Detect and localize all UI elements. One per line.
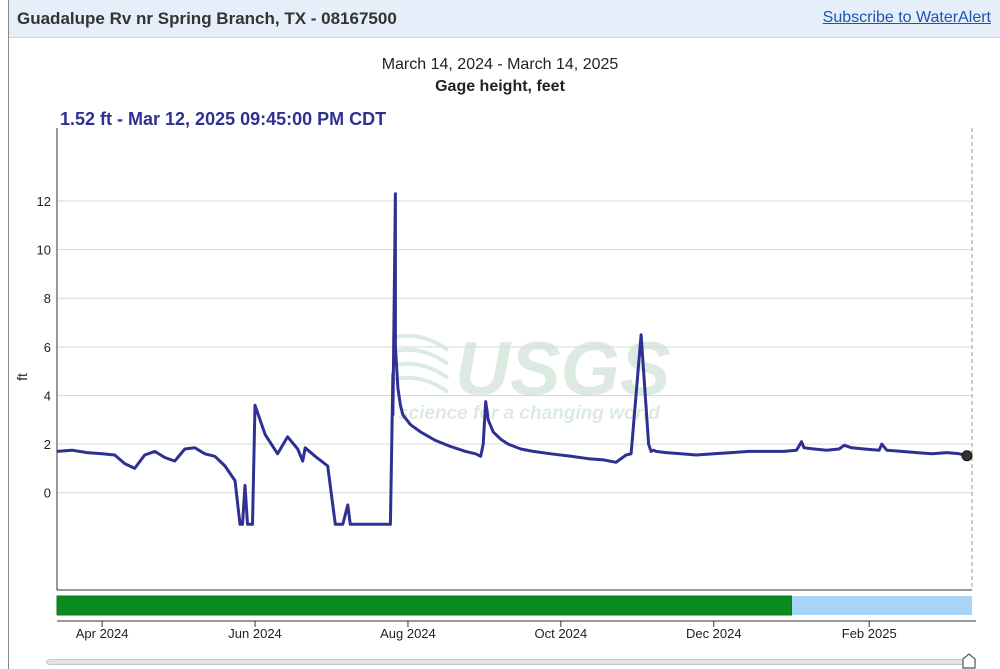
- y-tick-label: 2: [44, 437, 51, 452]
- y-axis-ticks: 0 2 4 6 8 10 12: [37, 194, 51, 501]
- page-header: Guadalupe Rv nr Spring Branch, TX - 0816…: [9, 0, 1000, 38]
- y-axis-label: ft: [14, 373, 30, 381]
- subscribe-link[interactable]: Subscribe to WaterAlert: [822, 9, 991, 26]
- x-tick-label: Feb 2025: [842, 626, 897, 641]
- watermark-tagline: science for a changing world: [398, 403, 660, 424]
- grid-lines: [57, 200, 972, 494]
- slider-handle[interactable]: [962, 653, 976, 669]
- chart-date-range: March 14, 2024 - March 14, 2025: [381, 56, 619, 73]
- y-tick-label: 12: [37, 194, 51, 209]
- current-reading: 1.52 ft - Mar 12, 2025 09:45:00 PM CDT: [60, 109, 387, 129]
- chart-parameter-title: Gage height, feet: [435, 78, 565, 95]
- series-layer: [56, 192, 973, 526]
- y-tick-label: 4: [44, 388, 51, 403]
- content-frame: [8, 0, 1000, 669]
- x-tick-label: Apr 2024: [76, 626, 129, 641]
- qualifier-bar: [56, 595, 972, 616]
- axes: [56, 128, 973, 591]
- usgs-watermark: USGS science for a changing world: [391, 327, 670, 424]
- x-tick-label: Dec 2024: [686, 626, 742, 641]
- qualifier-segment: [791, 596, 972, 615]
- site-title: Guadalupe Rv nr Spring Branch, TX - 0816…: [17, 9, 397, 28]
- qualifier-border: [56, 595, 793, 616]
- x-axis-ticks: Apr 2024 Jun 2024 Aug 2024 Oct 2024 Dec 2024…: [57, 620, 976, 641]
- y-tick-label: 8: [44, 291, 51, 306]
- y-tick-label: 0: [44, 486, 51, 501]
- y-tick-label: 6: [44, 340, 51, 355]
- time-range-slider[interactable]: [46, 659, 976, 665]
- latest-point-marker: [961, 450, 973, 462]
- x-tick-label: Jun 2024: [228, 626, 282, 641]
- y-tick-label: 10: [37, 243, 51, 258]
- x-tick-label: Oct 2024: [534, 626, 587, 641]
- usgs-wave-logo: [391, 333, 450, 394]
- gage-height-line: [56, 192, 968, 526]
- x-tick-label: Aug 2024: [380, 626, 436, 641]
- qualifier-segment: [57, 596, 792, 615]
